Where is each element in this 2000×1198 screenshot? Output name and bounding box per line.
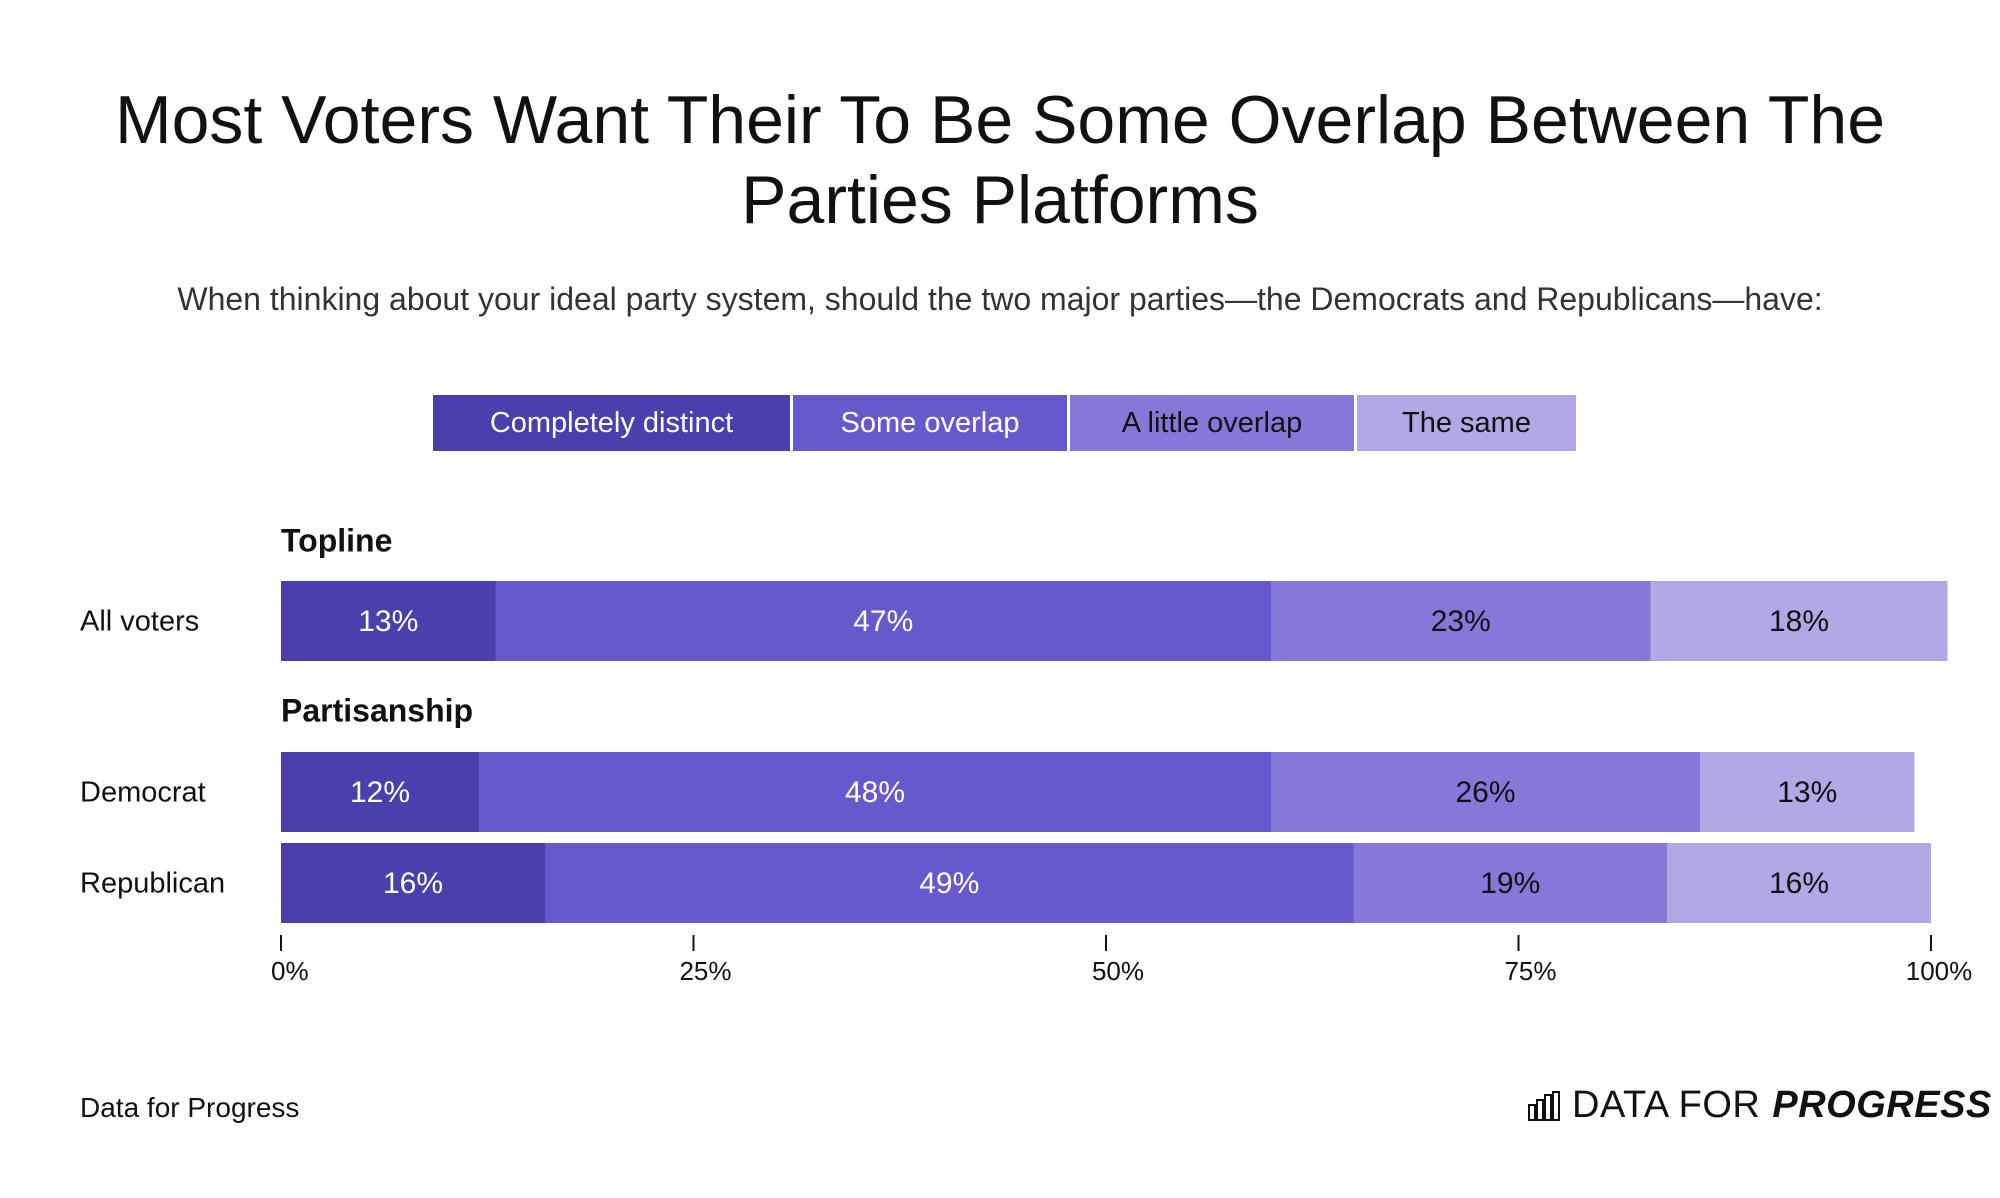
row-label: All voters xyxy=(80,606,199,638)
chart-title: Most Voters Want Their To Be Some Overla… xyxy=(114,82,1886,238)
bar-segment xyxy=(281,752,479,832)
bar-value-label: 26% xyxy=(1455,776,1515,809)
bar-segment xyxy=(1700,752,1915,832)
brand-text-data-for: DATA FOR xyxy=(1572,1084,1761,1126)
row-label: Republican xyxy=(80,868,225,900)
bar-segment xyxy=(1667,843,1931,923)
legend-label: A little overlap xyxy=(1121,406,1303,439)
bar-value-label: 49% xyxy=(919,867,979,900)
bar-segment xyxy=(545,843,1354,923)
bar-value-label: 16% xyxy=(383,867,443,900)
bar-segment xyxy=(1353,843,1667,923)
bar-value-label: 19% xyxy=(1480,867,1540,900)
row-label: Democrat xyxy=(80,777,206,809)
brand-logo: DATA FOR PROGRESS xyxy=(1528,1084,1992,1127)
legend: Completely distinct Some overlap A littl… xyxy=(433,395,1579,451)
x-tick-label: 50% xyxy=(1092,956,1144,986)
bar-value-label: 13% xyxy=(1777,776,1837,809)
bar-segment xyxy=(1271,752,1700,832)
chart-subtitle: When thinking about your ideal party sys… xyxy=(177,281,1823,317)
legend-label: Completely distinct xyxy=(489,406,734,439)
x-tick-label: 75% xyxy=(1504,956,1556,986)
bar-value-label: 13% xyxy=(358,605,418,638)
bar-value-label: 23% xyxy=(1431,605,1491,638)
bar-segment xyxy=(281,581,496,661)
stacked-bar-chart: Topline All voters 13% 47% 23% 18% Partisanshi… xyxy=(80,522,1973,986)
bar-segment xyxy=(281,843,545,923)
bar-value-label: 12% xyxy=(350,776,410,809)
source-note: Data for Progress xyxy=(80,1092,300,1123)
legend-item-the-same: The same xyxy=(1357,395,1576,451)
group-label: Topline xyxy=(281,522,392,558)
x-tick-label: 0% xyxy=(271,956,309,986)
x-tick-label: 25% xyxy=(679,956,731,986)
bar-value-label: 18% xyxy=(1769,605,1829,638)
bar-value-label: 16% xyxy=(1769,867,1829,900)
legend-item-a-little-overlap: A little overlap xyxy=(1070,395,1354,451)
brand-text-progress: PROGRESS xyxy=(1772,1084,1992,1126)
bar-segment xyxy=(495,581,1271,661)
bar-segment xyxy=(1271,581,1651,661)
x-tick-label: 100% xyxy=(1906,956,1973,986)
legend-label: The same xyxy=(1402,406,1531,439)
legend-item-completely-distinct: Completely distinct xyxy=(433,395,790,451)
legend-item-some-overlap: Some overlap xyxy=(793,395,1067,451)
group-label: Partisanship xyxy=(281,692,473,728)
bar-value-label: 47% xyxy=(853,605,913,638)
legend-label: Some overlap xyxy=(840,406,1020,439)
bar-segment xyxy=(479,752,1271,832)
bar-value-label: 48% xyxy=(845,776,905,809)
bar-segment xyxy=(1650,581,1948,661)
bar-chart-icon xyxy=(1528,1090,1560,1121)
